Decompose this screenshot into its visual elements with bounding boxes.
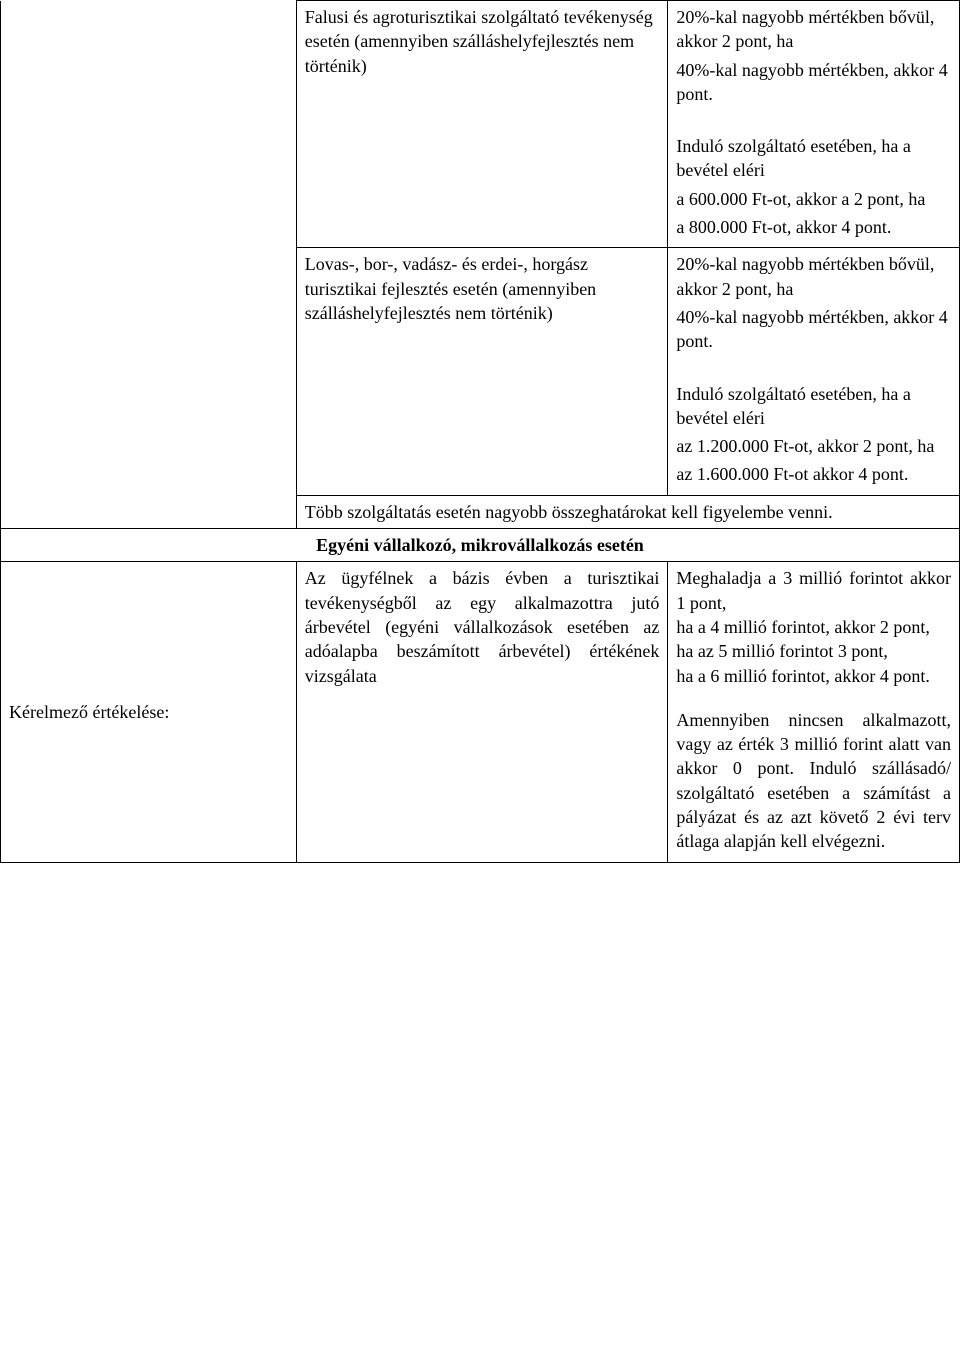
text-falusi-p2: 40%-kal nagyobb mértékben, akkor 4 pont. — [676, 58, 951, 107]
cell-kerelmezo-col3: Meghaladja a 3 millió forintot akkor 1 p… — [668, 562, 960, 862]
text-lovas-p4: az 1.200.000 Ft-ot, akkor 2 pont, ha — [676, 434, 951, 458]
text-kerelmezo: Kérelmező értékelése: — [9, 702, 169, 722]
text-falusi: Falusi és agroturisztikai szolgáltató te… — [305, 7, 653, 76]
criteria-table: Falusi és agroturisztikai szolgáltató te… — [0, 0, 960, 863]
text-lovas-p5: az 1.600.000 Ft-ot akkor 4 pont. — [676, 462, 951, 486]
section-header-cell: Egyéni vállalkozó, mikrovállalkozás eset… — [1, 529, 960, 562]
text-kerelmezo-p3: ha az 5 millió forintot 3 pont, — [676, 639, 951, 663]
text-kerelmezo-p5: Amennyiben nincsen alkalmazott, vagy az … — [676, 708, 951, 854]
text-kerelmezo-p4: ha a 6 millió forintot, akkor 4 pont. — [676, 664, 951, 688]
text-kerelmezo-desc: Az ügyfélnek a bázis évben a turisztikai… — [305, 568, 660, 685]
cell-col1-empty — [1, 1, 297, 529]
text-kerelmezo-p2: ha a 4 millió forintot, akkor 2 pont, — [676, 615, 951, 639]
text-tobb: Több szolgáltatás esetén nagyobb összegh… — [305, 502, 833, 522]
table-row: Falusi és agroturisztikai szolgáltató te… — [1, 1, 960, 248]
cell-lovas-col2: Lovas-, bor-, vadász- és erdei-, horgász… — [296, 248, 668, 495]
cell-falusi-col3: 20%-kal nagyobb mértékben bővül, akkor 2… — [668, 1, 960, 248]
text-falusi-p5: a 800.000 Ft-ot, akkor 4 pont. — [676, 215, 951, 239]
text-lovas: Lovas-, bor-, vadász- és erdei-, horgász… — [305, 254, 596, 323]
text-lovas-p2: 40%-kal nagyobb mértékben, akkor 4 pont. — [676, 305, 951, 354]
section-header-row: Egyéni vállalkozó, mikrovállalkozás eset… — [1, 529, 960, 562]
text-lovas-p1: 20%-kal nagyobb mértékben bővül, akkor 2… — [676, 252, 951, 301]
table-row: Kérelmező értékelése: Az ügyfélnek a báz… — [1, 562, 960, 862]
text-falusi-p4: a 600.000 Ft-ot, akkor a 2 pont, ha — [676, 187, 951, 211]
text-falusi-p3: Induló szolgáltató esetében, ha a bevéte… — [676, 134, 951, 183]
section-header-text: Egyéni vállalkozó, mikrovállalkozás eset… — [316, 535, 644, 555]
text-falusi-p1: 20%-kal nagyobb mértékben bővül, akkor 2… — [676, 5, 951, 54]
cell-lovas-col3: 20%-kal nagyobb mértékben bővül, akkor 2… — [668, 248, 960, 495]
text-lovas-p3: Induló szolgáltató esetében, ha a bevéte… — [676, 382, 951, 431]
cell-tobb-span: Több szolgáltatás esetén nagyobb összegh… — [296, 495, 959, 528]
cell-kerelmezo-col2: Az ügyfélnek a bázis évben a turisztikai… — [296, 562, 668, 862]
text-kerelmezo-p1: Meghaladja a 3 millió forintot akkor 1 p… — [676, 566, 951, 615]
cell-kerelmezo-col1: Kérelmező értékelése: — [1, 562, 297, 862]
cell-falusi-col2: Falusi és agroturisztikai szolgáltató te… — [296, 1, 668, 248]
